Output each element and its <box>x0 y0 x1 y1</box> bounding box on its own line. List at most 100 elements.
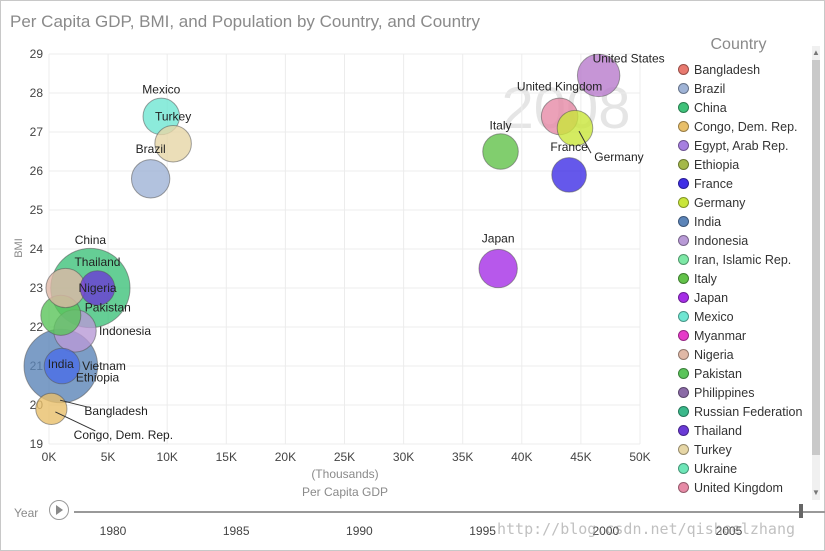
legend-item[interactable]: Nigeria <box>676 345 811 364</box>
legend-scrollbar-thumb[interactable] <box>812 60 820 455</box>
legend-item[interactable]: Egypt, Arab Rep. <box>676 136 811 155</box>
legend-swatch <box>678 368 689 379</box>
legend-swatch <box>678 406 689 417</box>
bubble-label: Bangladesh <box>84 404 147 418</box>
bubble-vietnam[interactable] <box>43 347 81 385</box>
bubble-label: Brazil <box>136 142 166 156</box>
legend-label: Egypt, Arab Rep. <box>694 138 789 153</box>
legend-item[interactable]: Japan <box>676 288 811 307</box>
legend-item[interactable]: China <box>676 98 811 117</box>
legend-label: Pakistan <box>694 366 742 381</box>
x-axis-label: Per Capita GDP <box>302 485 388 499</box>
y-tick-label: 25 <box>30 203 44 217</box>
play-axis-track[interactable] <box>74 511 825 513</box>
legend-label: Brazil <box>694 81 726 96</box>
legend-label: Ukraine <box>694 461 738 476</box>
bubble-turkey[interactable] <box>154 124 192 163</box>
legend-item[interactable]: Iran, Islamic Rep. <box>676 250 811 269</box>
legend-label: Myanmar <box>694 328 747 343</box>
legend-label: Germany <box>694 195 746 210</box>
bubble-italy[interactable] <box>482 133 519 170</box>
legend-item[interactable]: Bangladesh <box>676 60 811 79</box>
bubble-label: Pakistan <box>85 300 131 314</box>
bubble-label: Vietnam <box>82 359 126 373</box>
legend-label: Thailand <box>694 423 742 438</box>
legend-label: Philippines <box>694 385 755 400</box>
legend-item[interactable]: United Kingdom <box>676 478 811 497</box>
legend-item[interactable]: Indonesia <box>676 231 811 250</box>
legend-swatch <box>678 444 689 455</box>
bubble-label: Germany <box>594 150 643 164</box>
bubble-brazil[interactable] <box>130 159 171 199</box>
legend-label: Turkey <box>694 442 732 457</box>
scroll-up-arrow-icon[interactable]: ▲ <box>812 48 820 57</box>
legend-item[interactable]: India <box>676 212 811 231</box>
legend-item[interactable]: Russian Federation <box>676 402 811 421</box>
legend-item[interactable]: Ukraine <box>676 459 811 478</box>
play-axis-handle[interactable] <box>799 504 803 518</box>
bubble-germany[interactable] <box>556 109 594 147</box>
scroll-down-arrow-icon[interactable]: ▼ <box>812 488 820 497</box>
x-tick-label: 45K <box>570 450 591 464</box>
year-tick-label: 2005 <box>715 524 743 538</box>
legend-item[interactable]: Mexico <box>676 307 811 326</box>
legend-item[interactable]: Brazil <box>676 79 811 98</box>
bubble-japan[interactable] <box>478 248 518 289</box>
legend-item[interactable]: Congo, Dem. Rep. <box>676 117 811 136</box>
legend-item[interactable]: France <box>676 174 811 193</box>
bubble-label: United Kingdom <box>517 79 602 93</box>
y-tick-label: 19 <box>30 437 44 451</box>
label-leader-line <box>59 399 89 408</box>
bubble-label: Mexico <box>142 82 180 96</box>
legend-item[interactable]: Pakistan <box>676 364 811 383</box>
legend-swatch <box>678 121 689 132</box>
legend-label: Japan <box>694 290 729 305</box>
legend-swatch <box>678 349 689 360</box>
bubble-label: Indonesia <box>99 324 151 338</box>
bubble-label: Nigeria <box>79 281 117 295</box>
legend-label: Ethiopia <box>694 157 740 172</box>
legend-item[interactable]: Italy <box>676 269 811 288</box>
y-tick-label: 28 <box>30 86 44 100</box>
x-tick-label: 10K <box>157 450 178 464</box>
y-tick-label: 29 <box>30 47 44 61</box>
legend-swatch <box>678 254 689 265</box>
x-tick-label: 40K <box>511 450 532 464</box>
bubble-label: France <box>550 140 588 154</box>
play-axis-label: Year <box>14 506 39 520</box>
y-tick-label: 22 <box>30 320 44 334</box>
legend-swatch <box>678 273 689 284</box>
year-tick-label: 1985 <box>222 524 250 538</box>
legend-swatch <box>678 83 689 94</box>
bubble-congo-dem-rep-[interactable] <box>35 392 68 426</box>
label-leader-line <box>578 130 592 154</box>
x-tick-label: 30K <box>393 450 414 464</box>
legend-item[interactable]: Myanmar <box>676 326 811 345</box>
legend-swatch <box>678 197 689 208</box>
legend-label: Nigeria <box>694 347 734 362</box>
x-tick-label: 50K <box>629 450 650 464</box>
legend-item[interactable]: Thailand <box>676 421 811 440</box>
legend-item[interactable]: Germany <box>676 193 811 212</box>
legend-item[interactable]: Philippines <box>676 383 811 402</box>
bubble-label: China <box>75 233 107 247</box>
play-button[interactable] <box>49 500 69 520</box>
bubble-thailand[interactable] <box>79 270 116 306</box>
chart-title: Per Capita GDP, BMI, and Population by C… <box>10 12 480 31</box>
x-tick-label: 5K <box>101 450 116 464</box>
legend-item[interactable]: Turkey <box>676 440 811 459</box>
bubble-label: Thailand <box>74 255 120 269</box>
bubble-label: Japan <box>482 232 515 246</box>
watermark: http://blog.csdn.net/qisheelzhang <box>497 520 796 538</box>
legend-swatch <box>678 178 689 189</box>
bubble-united-states[interactable] <box>576 53 621 98</box>
legend-item[interactable]: Ethiopia <box>676 155 811 174</box>
y-tick-label: 24 <box>30 242 44 256</box>
legend-swatch <box>678 292 689 303</box>
legend: Country Bangladesh Brazil China Congo, Dem.… <box>676 36 811 497</box>
legend-swatch <box>678 425 689 436</box>
legend-swatch <box>678 102 689 113</box>
bubble-france[interactable] <box>551 157 587 193</box>
y-tick-label: 27 <box>30 125 44 139</box>
